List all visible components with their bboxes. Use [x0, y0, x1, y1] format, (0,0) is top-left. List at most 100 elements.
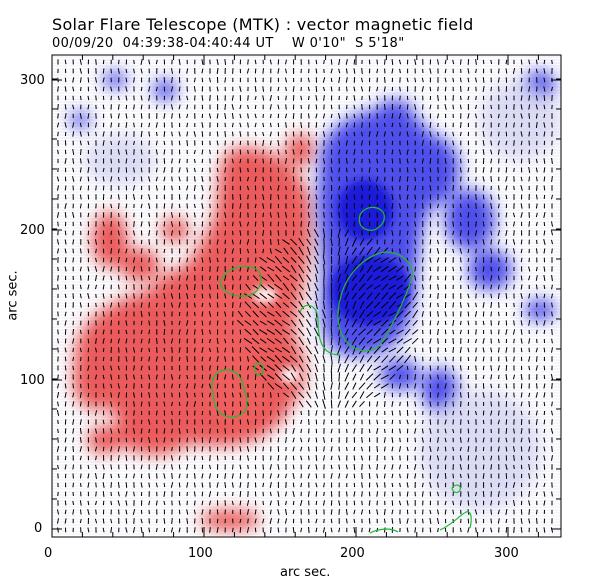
- field-vector: [285, 508, 287, 516]
- field-vector: [285, 158, 287, 164]
- field-vector: [224, 410, 227, 416]
- field-vector: [475, 248, 477, 254]
- field-vector: [102, 347, 105, 353]
- field-vector: [346, 491, 348, 497]
- field-vector: [57, 131, 59, 137]
- field-vector: [429, 131, 432, 137]
- field-vector: [308, 455, 310, 461]
- field-vector: [193, 392, 196, 398]
- field-vector: [125, 293, 128, 299]
- field-vector: [171, 95, 173, 101]
- field-vector: [254, 221, 257, 227]
- field-vector: [498, 410, 500, 416]
- field-vector: [232, 221, 234, 227]
- field-vector: [290, 301, 298, 309]
- field-vector: [117, 140, 120, 146]
- field-vector: [125, 527, 128, 533]
- field-vector: [315, 68, 318, 74]
- field-vector: [133, 428, 135, 434]
- field-vector: [467, 212, 470, 218]
- field-vector: [239, 527, 242, 533]
- field-vector: [512, 67, 516, 75]
- field-vector: [513, 284, 515, 290]
- field-vector: [277, 473, 280, 479]
- field-vector: [231, 482, 234, 488]
- field-vector: [87, 338, 90, 344]
- field-vector: [277, 158, 280, 164]
- field-vector: [388, 338, 397, 344]
- field-vector: [209, 428, 211, 434]
- field-vector: [209, 293, 211, 299]
- field-vector: [148, 401, 150, 407]
- field-vector: [133, 374, 135, 380]
- field-vector: [224, 104, 226, 110]
- field-vector: [266, 311, 275, 317]
- field-vector: [274, 383, 283, 389]
- field-vector: [528, 455, 530, 461]
- field-vector: [266, 257, 276, 263]
- field-vector: [72, 437, 75, 443]
- field-vector: [535, 149, 538, 155]
- magnetogram-field-map: [52, 55, 561, 537]
- field-vector: [306, 265, 312, 273]
- field-vector: [338, 500, 341, 506]
- field-vector: [216, 455, 219, 461]
- field-vector: [285, 86, 287, 92]
- field-vector: [201, 131, 204, 137]
- field-vector: [543, 293, 546, 299]
- field-vector: [497, 392, 500, 398]
- field-vector: [551, 239, 553, 245]
- field-vector: [490, 149, 493, 155]
- field-vector: [57, 401, 59, 407]
- field-vector: [117, 284, 120, 290]
- field-vector: [216, 383, 219, 389]
- field-vector: [391, 437, 394, 443]
- field-vector: [72, 464, 74, 470]
- field-vector: [133, 401, 135, 407]
- field-vector: [110, 383, 113, 389]
- field-vector: [285, 68, 287, 74]
- field-vector: [353, 68, 356, 74]
- field-vector: [497, 113, 500, 119]
- field-vector: [224, 428, 226, 434]
- field-vector: [80, 509, 82, 515]
- field-vector: [396, 355, 404, 363]
- field-vector: [224, 230, 226, 236]
- field-vector: [513, 392, 515, 398]
- field-vector: [163, 446, 166, 452]
- field-vector: [262, 185, 265, 191]
- field-vector: [117, 104, 120, 110]
- field-vector: [330, 509, 333, 515]
- field-vector: [284, 518, 288, 524]
- field-vector: [528, 365, 531, 371]
- field-vector: [460, 86, 462, 92]
- field-vector: [57, 284, 59, 290]
- field-vector: [388, 265, 397, 273]
- field-vector: [254, 203, 257, 209]
- field-vector: [306, 355, 311, 363]
- field-vector: [391, 167, 394, 173]
- field-vector: [338, 76, 341, 84]
- field-vector: [186, 122, 189, 128]
- field-vector: [543, 527, 546, 533]
- field-vector: [520, 176, 523, 182]
- field-vector: [95, 428, 97, 434]
- field-vector: [57, 419, 59, 425]
- field-vector: [381, 337, 389, 345]
- field-vector: [201, 365, 204, 371]
- field-vector: [482, 464, 485, 470]
- field-vector: [277, 68, 280, 74]
- field-vector: [520, 392, 523, 398]
- field-vector: [284, 77, 288, 83]
- field-vector: [239, 383, 242, 389]
- field-vector: [79, 203, 82, 209]
- field-vector: [64, 113, 67, 119]
- field-vector: [490, 212, 493, 218]
- field-vector: [380, 265, 389, 273]
- field-vector: [292, 472, 295, 480]
- field-vector: [528, 500, 531, 506]
- field-vector: [421, 482, 424, 488]
- field-vector: [498, 68, 500, 74]
- field-vector: [140, 68, 143, 74]
- field-vector: [209, 284, 211, 290]
